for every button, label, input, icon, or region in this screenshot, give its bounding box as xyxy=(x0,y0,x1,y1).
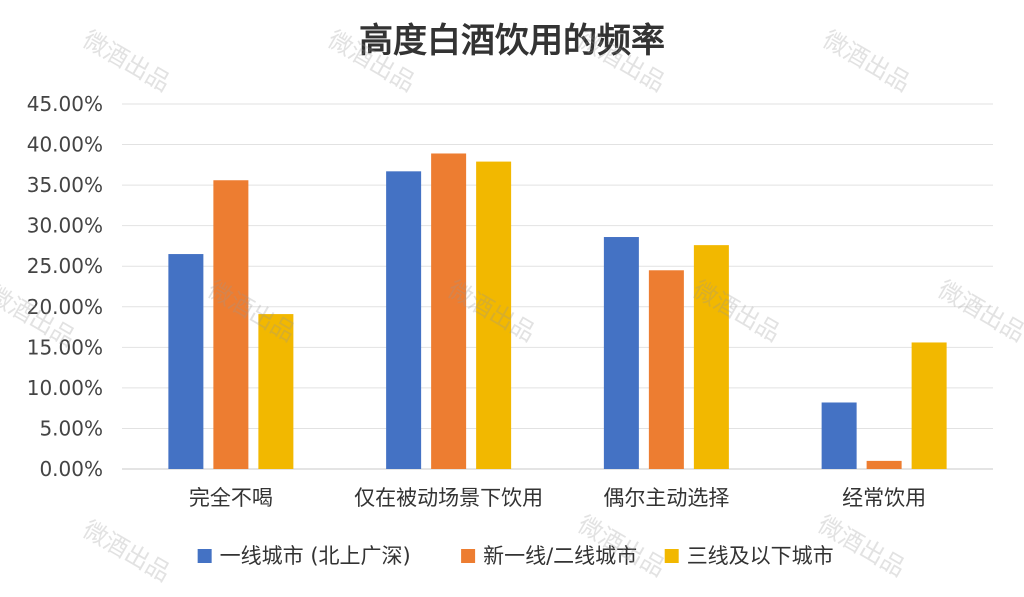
legend-label: 三线及以下城市 xyxy=(687,544,834,568)
legend-swatch xyxy=(197,549,212,563)
x-tick-label: 经常饮用 xyxy=(842,486,926,510)
bar xyxy=(431,153,467,469)
y-axis-ticks: 0.00% 5.00% 10.00% 15.00% 20.00% 25.00% 30.00%… xyxy=(27,92,103,481)
y-tick-label: 40.00% xyxy=(27,133,103,157)
bar xyxy=(866,460,902,469)
bar xyxy=(603,237,639,469)
bar xyxy=(693,245,729,469)
y-tick-label: 0.00% xyxy=(39,457,103,481)
bar xyxy=(476,161,512,470)
x-axis-ticks: 完全不喝 仅在被动场景下饮用 偶尔主动选择 经常饮用 xyxy=(189,486,926,510)
bar xyxy=(648,270,684,469)
y-tick-label: 5.00% xyxy=(39,416,103,440)
x-tick-label: 仅在被动场景下饮用 xyxy=(354,486,543,510)
y-tick-label: 45.00% xyxy=(27,92,103,116)
gridlines xyxy=(122,103,993,470)
chart-title: 高度白酒饮用的频率 xyxy=(359,21,665,61)
x-tick-label: 偶尔主动选择 xyxy=(603,486,729,510)
x-tick-label: 完全不喝 xyxy=(189,486,273,510)
y-tick-label: 25.00% xyxy=(27,254,103,278)
y-tick-label: 20.00% xyxy=(27,295,103,319)
legend: 一线城市 (北上广深) 新一线/二线城市 三线及以下城市 xyxy=(197,544,834,568)
legend-swatch xyxy=(664,549,679,563)
bar xyxy=(821,402,857,469)
legend-label: 新一线/二线城市 xyxy=(483,544,637,568)
bar xyxy=(911,342,947,469)
bar xyxy=(258,314,294,469)
y-tick-label: 35.00% xyxy=(27,173,103,197)
legend-label: 一线城市 (北上广深) xyxy=(220,544,411,568)
y-tick-label: 30.00% xyxy=(27,214,103,238)
y-tick-label: 10.00% xyxy=(27,376,103,400)
bars xyxy=(168,153,947,470)
bar xyxy=(213,180,249,469)
bar xyxy=(386,171,422,470)
bar xyxy=(168,254,204,469)
y-tick-label: 15.00% xyxy=(27,335,103,359)
legend-swatch xyxy=(461,549,476,563)
